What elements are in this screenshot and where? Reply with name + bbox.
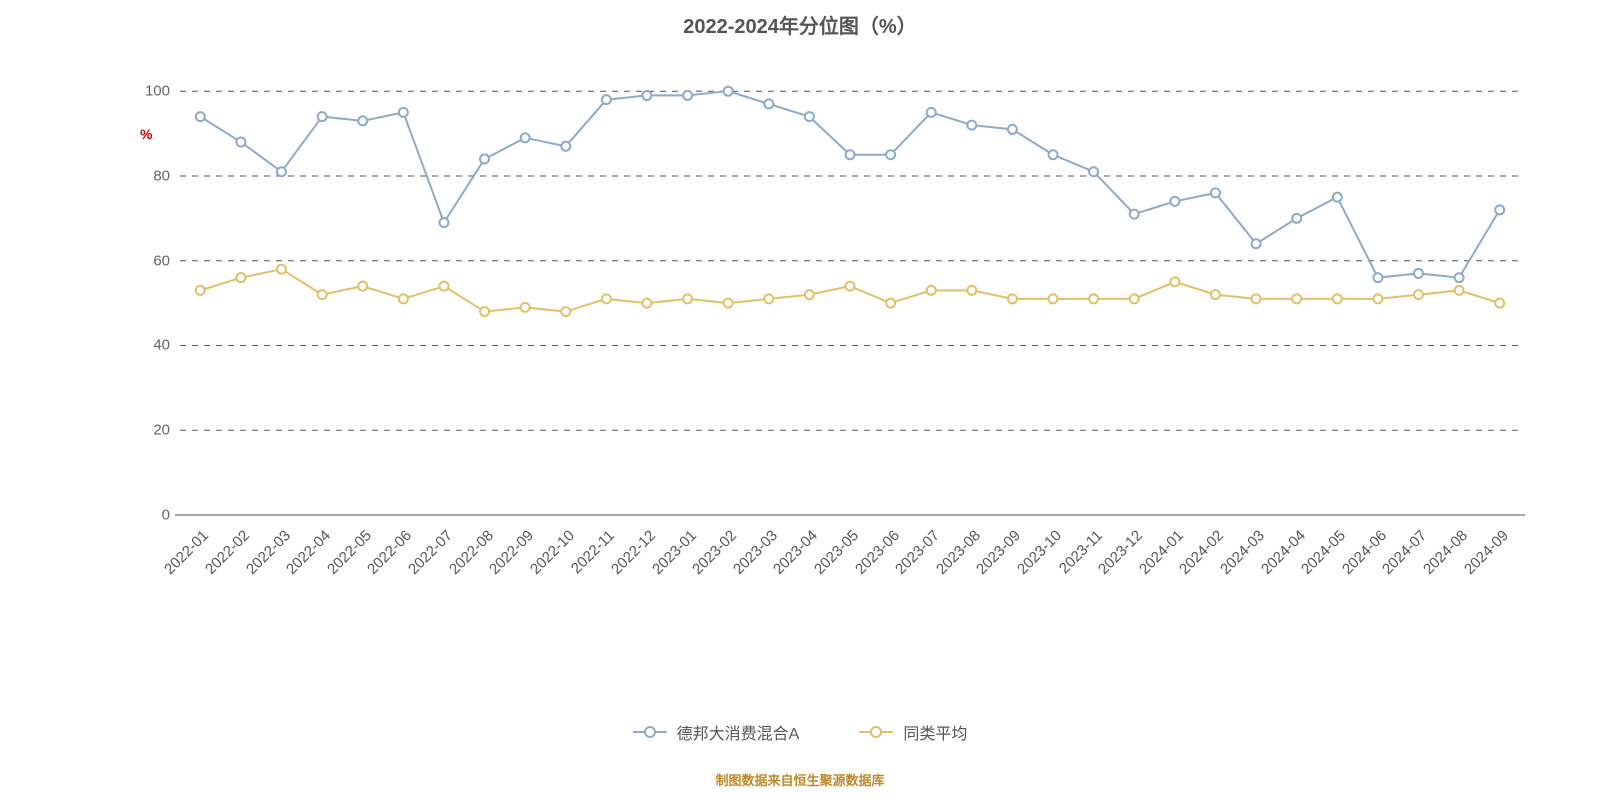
footer-text: 制图数据来自恒生聚源数据库 (0, 770, 1600, 789)
legend-item-0: 德邦大消费混合A (633, 720, 800, 744)
y-tick-label: 40 (125, 337, 170, 354)
y-tick-label: 80 (125, 167, 170, 184)
y-tick-label: 100 (125, 83, 170, 100)
legend-label-1: 同类平均 (903, 720, 967, 744)
legend-swatch-0 (633, 725, 667, 739)
y-tick-label: 60 (125, 252, 170, 269)
plot-area (0, 0, 1600, 800)
legend-swatch-1 (859, 725, 893, 739)
y-tick-label: 20 (125, 422, 170, 439)
legend-item-1: 同类平均 (859, 720, 967, 744)
legend: 德邦大消费混合A 同类平均 (0, 720, 1600, 744)
y-tick-label: 0 (125, 507, 170, 524)
legend-label-0: 德邦大消费混合A (677, 720, 800, 744)
chart-container: 2022-2024年分位图（%） % 020406080100 2022-012… (0, 0, 1600, 800)
